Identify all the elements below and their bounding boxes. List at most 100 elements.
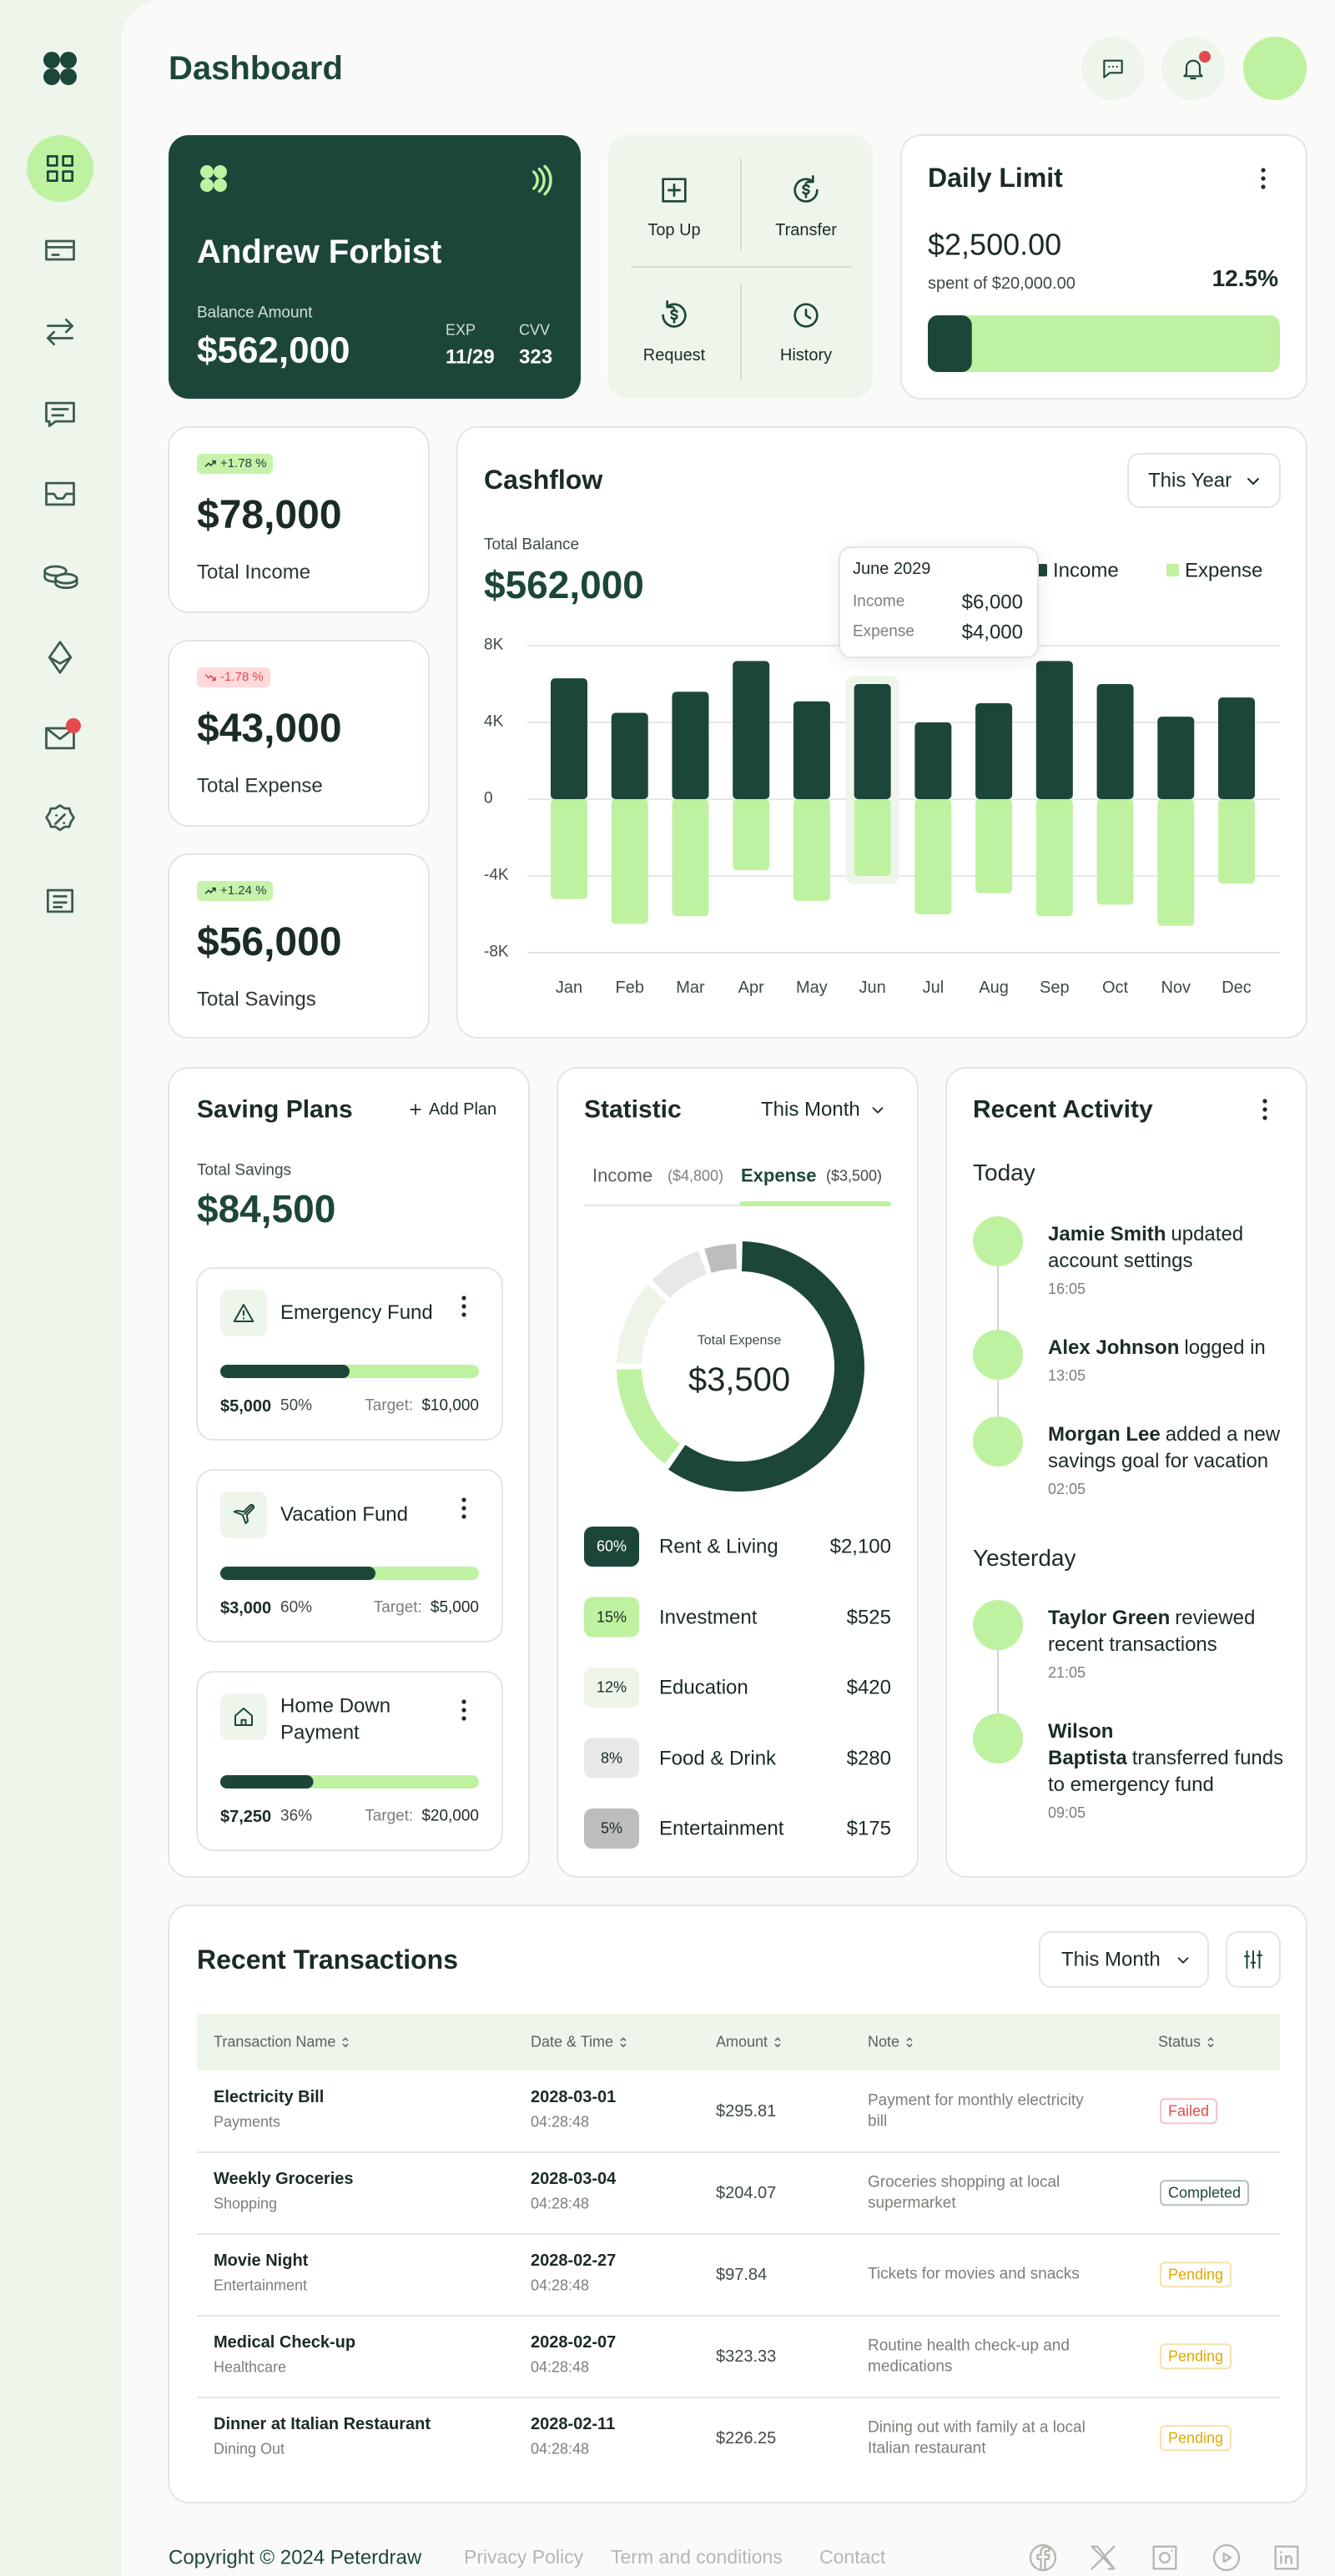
plan-percent: 50% <box>280 1396 313 1415</box>
column-header[interactable]: Date & Time <box>531 2032 628 2051</box>
y-tick-label: -8K <box>484 943 509 961</box>
column-header[interactable]: Transaction Name <box>214 2032 350 2051</box>
activity-time: 09:05 <box>1048 1804 1086 1821</box>
nav-icon[interactable] <box>45 401 75 428</box>
transaction-note: Dining out with family at a local Italia… <box>868 2418 1086 2457</box>
plan-progress <box>220 1775 314 1789</box>
column-header[interactable]: Amount <box>716 2032 783 2051</box>
share-box <box>584 1597 639 1638</box>
tab-label[interactable]: Expense <box>741 1165 817 1186</box>
social-icon[interactable] <box>1274 2545 1299 2570</box>
dropdown-label[interactable]: This Month <box>761 1098 860 1121</box>
nav-icon[interactable] <box>46 888 74 913</box>
share-box <box>584 1809 639 1849</box>
sort-icon[interactable] <box>340 2035 350 2049</box>
bar <box>1035 799 1073 917</box>
footer-link[interactable]: Privacy Policy <box>464 2546 584 2568</box>
stat-label: Total Savings <box>197 988 316 1011</box>
notification-button[interactable] <box>1161 37 1225 100</box>
sort-icon[interactable] <box>773 2035 783 2049</box>
sort-icon[interactable] <box>618 2035 628 2049</box>
activity-time: 16:05 <box>1048 1280 1086 1297</box>
y-tick-label: -4K <box>484 866 509 884</box>
action-icon-path <box>793 175 819 203</box>
footer-link[interactable]: Contact <box>819 2546 886 2568</box>
chat-button[interactable] <box>1081 37 1145 100</box>
action-label[interactable]: Request <box>642 346 706 365</box>
nav-icon[interactable] <box>48 641 73 674</box>
add-plan-link[interactable]: Add Plan <box>429 1100 497 1119</box>
activity-actor: Taylor Green <box>1048 1607 1171 1629</box>
nav-icon[interactable] <box>45 239 75 261</box>
menu-dot <box>461 1699 466 1704</box>
copyright: Copyright © 2024 Peterdraw <box>169 2546 422 2569</box>
share-box <box>584 1668 639 1708</box>
action-label[interactable]: Transfer <box>775 221 837 239</box>
x-tick-label: Oct <box>1101 979 1129 997</box>
social-icon[interactable] <box>1091 2545 1116 2570</box>
tab-label[interactable]: Income <box>592 1165 653 1186</box>
nav-icon[interactable] <box>43 565 78 590</box>
avatar[interactable] <box>1243 37 1307 100</box>
plan-target: Target: $10,000 <box>365 1396 479 1417</box>
transaction-name: Medical Check-up <box>214 2333 356 2352</box>
transaction-date: 2028-03-01 <box>531 2088 617 2106</box>
social-icon[interactable] <box>1029 2543 1057 2572</box>
notification-dot <box>66 718 81 733</box>
activity-actor: Wilson Baptista <box>1048 1720 1127 1769</box>
change-badge: +1.78 % <box>197 454 274 474</box>
plan-icon-box <box>220 1492 267 1538</box>
sort-icon[interactable] <box>904 2035 914 2049</box>
action-icon <box>793 175 819 203</box>
exp-label: EXP <box>446 321 476 339</box>
balance-label: Balance Amount <box>197 304 313 322</box>
nav-icon[interactable] <box>46 154 74 183</box>
column-header[interactable]: Note <box>868 2032 914 2051</box>
status-badge: Pending <box>1160 2425 1232 2452</box>
dropdown-label[interactable]: This Year <box>1148 469 1232 492</box>
nav-icon-path <box>45 401 75 428</box>
period-dropdown[interactable] <box>1039 1931 1209 1988</box>
social-icon-path <box>1091 2545 1116 2570</box>
nav-icon[interactable] <box>45 804 75 832</box>
nav-icon-path <box>45 804 75 832</box>
action-label[interactable]: History <box>779 346 833 365</box>
target-value: $5,000 <box>430 1598 479 1617</box>
table-header <box>197 2014 1280 2070</box>
footer-link[interactable]: Term and conditions <box>611 2546 783 2568</box>
plan-box <box>196 1671 503 1851</box>
timeline-dot <box>973 1713 1023 1763</box>
social-icon[interactable] <box>1152 2545 1177 2570</box>
change-badge: -1.78 % <box>197 667 270 687</box>
category-amount: $280 <box>846 1746 891 1769</box>
dropdown-label[interactable]: This Month <box>1061 1948 1161 1971</box>
limit-percent: 12.5% <box>1212 264 1278 291</box>
action-icon <box>793 303 819 328</box>
activity-action: added a new savings goal for vacation <box>1048 1423 1281 1472</box>
action-label[interactable]: Top Up <box>647 221 701 239</box>
nav-icon[interactable] <box>46 318 74 346</box>
nav-active-bg <box>27 135 93 202</box>
social-icon[interactable] <box>1212 2543 1241 2572</box>
card-title: Statistic <box>584 1095 682 1124</box>
tab-amount: ($4,800) <box>668 1167 724 1185</box>
donut-segment <box>704 1244 738 1273</box>
transaction-time: 04:28:48 <box>531 2277 590 2294</box>
sort-arrows <box>620 2036 627 2048</box>
notification-dot <box>1199 51 1211 63</box>
chevron-icon-path <box>1177 1957 1189 1964</box>
activity-action: logged in <box>1184 1336 1266 1359</box>
nav-icon[interactable] <box>45 481 75 506</box>
card-title: Saving Plans <box>197 1095 353 1124</box>
status-badge: Pending <box>1160 2262 1232 2288</box>
sort-icon[interactable] <box>1206 2035 1216 2049</box>
status-badge: Failed <box>1160 2098 1218 2125</box>
period-dropdown[interactable] <box>1127 453 1281 508</box>
activity-item: Alex Johnson logged in 13:05 <box>1048 1335 1295 1386</box>
donut-segment <box>668 1241 864 1492</box>
bar <box>733 799 770 871</box>
nav-icon-path <box>45 481 75 506</box>
group-label: Today <box>973 1159 1035 1185</box>
total-balance: $562,000 <box>484 563 644 607</box>
column-header[interactable]: Status <box>1158 2032 1216 2051</box>
